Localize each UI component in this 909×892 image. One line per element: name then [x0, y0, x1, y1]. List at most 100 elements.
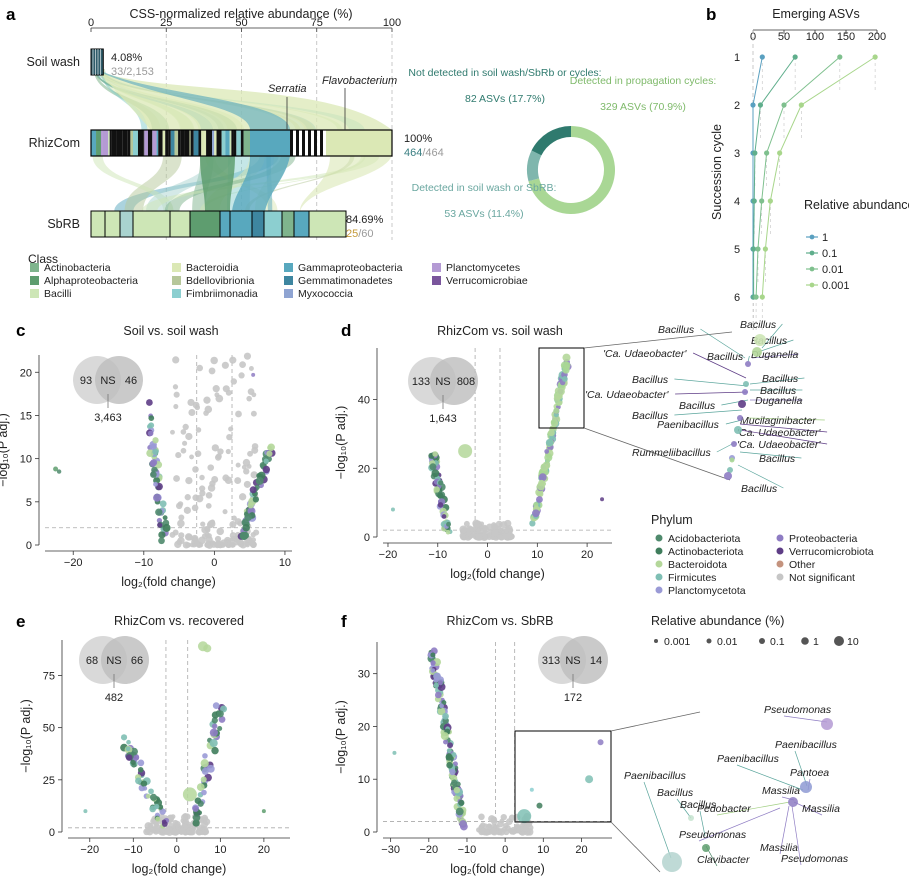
point-significant	[212, 702, 220, 709]
point-ns	[203, 396, 211, 404]
point-ns	[497, 828, 506, 836]
point-significant	[459, 820, 467, 828]
bar-segment	[233, 130, 237, 156]
point-significant	[441, 514, 447, 519]
point-ns	[465, 530, 471, 536]
point-significant	[239, 531, 248, 540]
point-significant	[429, 463, 437, 471]
point-significant	[159, 500, 167, 508]
point-significant	[451, 779, 458, 786]
point-ns	[211, 444, 219, 452]
callout-point	[727, 467, 733, 473]
point-significant	[244, 513, 252, 522]
panel-b-point	[755, 246, 761, 252]
callout-point	[821, 718, 833, 730]
callout-point	[737, 415, 743, 421]
point-significant	[153, 493, 162, 502]
point-ns	[173, 475, 180, 482]
bar-soil-wash	[90, 48, 104, 76]
point-ns	[189, 542, 195, 548]
panel-f-title: RhizCom vs. SbRB	[447, 614, 554, 628]
phylum-swatch	[776, 547, 784, 555]
panel-b-ytick-label: 1	[734, 52, 740, 64]
point-significant	[194, 797, 202, 805]
point-ns	[210, 356, 218, 365]
bar-segment	[111, 130, 117, 156]
callout-point	[731, 441, 737, 447]
point-ns	[182, 541, 190, 549]
point-significant	[557, 387, 565, 396]
point-significant	[209, 728, 218, 737]
panel-b-legend-label: 0.1	[822, 248, 837, 260]
point-ns	[214, 392, 220, 398]
point-ns	[204, 405, 213, 414]
callout-label-genus: 'Ca. Udaeobacter'	[737, 439, 821, 451]
point-significant	[155, 816, 161, 822]
panel-d-xlabel: log₂(fold change)	[450, 567, 545, 581]
phylum-legend-title: Phylum	[651, 513, 693, 527]
point-significant	[445, 529, 451, 535]
point-ns	[497, 534, 503, 540]
panel-a-flows	[92, 69, 392, 211]
panel-f-ytick-label: 30	[358, 669, 370, 681]
point-ns	[491, 529, 499, 537]
panel-a-letter: a	[6, 5, 16, 24]
panel-f-xlabel: log₂(fold change)	[450, 862, 545, 876]
panel-b-ytick-label: 2	[734, 100, 740, 112]
flow-band-flavobacterium	[97, 70, 392, 130]
bar-segment	[144, 130, 148, 156]
bar-segment	[174, 130, 179, 156]
phylum-swatch	[655, 534, 663, 542]
panel-b: b Emerging ASVs 050100150200123456 Succe…	[706, 5, 909, 333]
point-significant	[53, 466, 59, 472]
panel-b-legend: 1 0.1 0.01 0.001	[806, 232, 850, 292]
callout-label-genus: Bacillus	[760, 385, 797, 397]
point-significant	[130, 759, 136, 766]
callout-label-genus: Bacillus	[632, 374, 669, 386]
point-ns	[459, 525, 468, 534]
panel-b-legend-dot	[809, 282, 815, 288]
panel-b-ytick-label: 4	[734, 196, 740, 208]
point-significant	[553, 395, 561, 402]
panel-c-xtick-label: −20	[64, 557, 83, 569]
callout-label-genus: Massilia	[762, 785, 800, 797]
bar-segment	[204, 130, 207, 156]
panel-c: c Soil vs. soil wash −20 −10 0 10 0 5 10 15 20 log₂…	[0, 321, 292, 589]
point-significant	[262, 465, 271, 474]
panel-d-ytick-label: 20	[358, 463, 370, 475]
row-count: 33/2,153	[111, 66, 154, 78]
genus-label-flavobacterium: Flavobacterium	[322, 75, 397, 87]
callout-point	[754, 334, 766, 346]
panel-e-letter: e	[16, 612, 25, 631]
panel-e-xlabel: log₂(fold change)	[132, 862, 227, 876]
panel-a-title: CSS-normalized relative abundance (%)	[129, 7, 352, 21]
point-ns	[211, 475, 219, 483]
point-ns	[209, 519, 215, 525]
point-significant	[192, 819, 200, 827]
class-label: Verrucomicrobiae	[446, 275, 528, 287]
panel-b-line	[755, 56, 841, 298]
callout-line	[791, 805, 802, 866]
venn-right-count: 66	[131, 655, 143, 667]
bar-segment	[116, 130, 123, 156]
point-ns	[216, 527, 224, 536]
callout-label-genus: Bacillus	[658, 324, 695, 336]
bar-segment	[236, 130, 241, 156]
callout-label-genus: Paenibacillus	[624, 770, 687, 782]
point-ns	[222, 474, 230, 482]
point-ns	[229, 532, 237, 539]
panel-b-point	[759, 54, 765, 60]
panel-c-letter: c	[16, 321, 25, 340]
point-ns	[192, 401, 200, 409]
bar-segment	[170, 130, 175, 156]
bar-segment	[91, 130, 97, 156]
panel-d-xtick-label: −10	[428, 549, 447, 561]
panel-f-xtick-label: −30	[381, 844, 400, 856]
point-significant	[455, 807, 464, 816]
panel-c-ytick-label: 15	[20, 410, 32, 422]
bar-segment	[308, 210, 347, 238]
point-significant	[249, 486, 257, 494]
venn-ns-count: 1,643	[429, 413, 457, 425]
point-ns	[234, 477, 242, 485]
bar-segment	[240, 130, 244, 156]
